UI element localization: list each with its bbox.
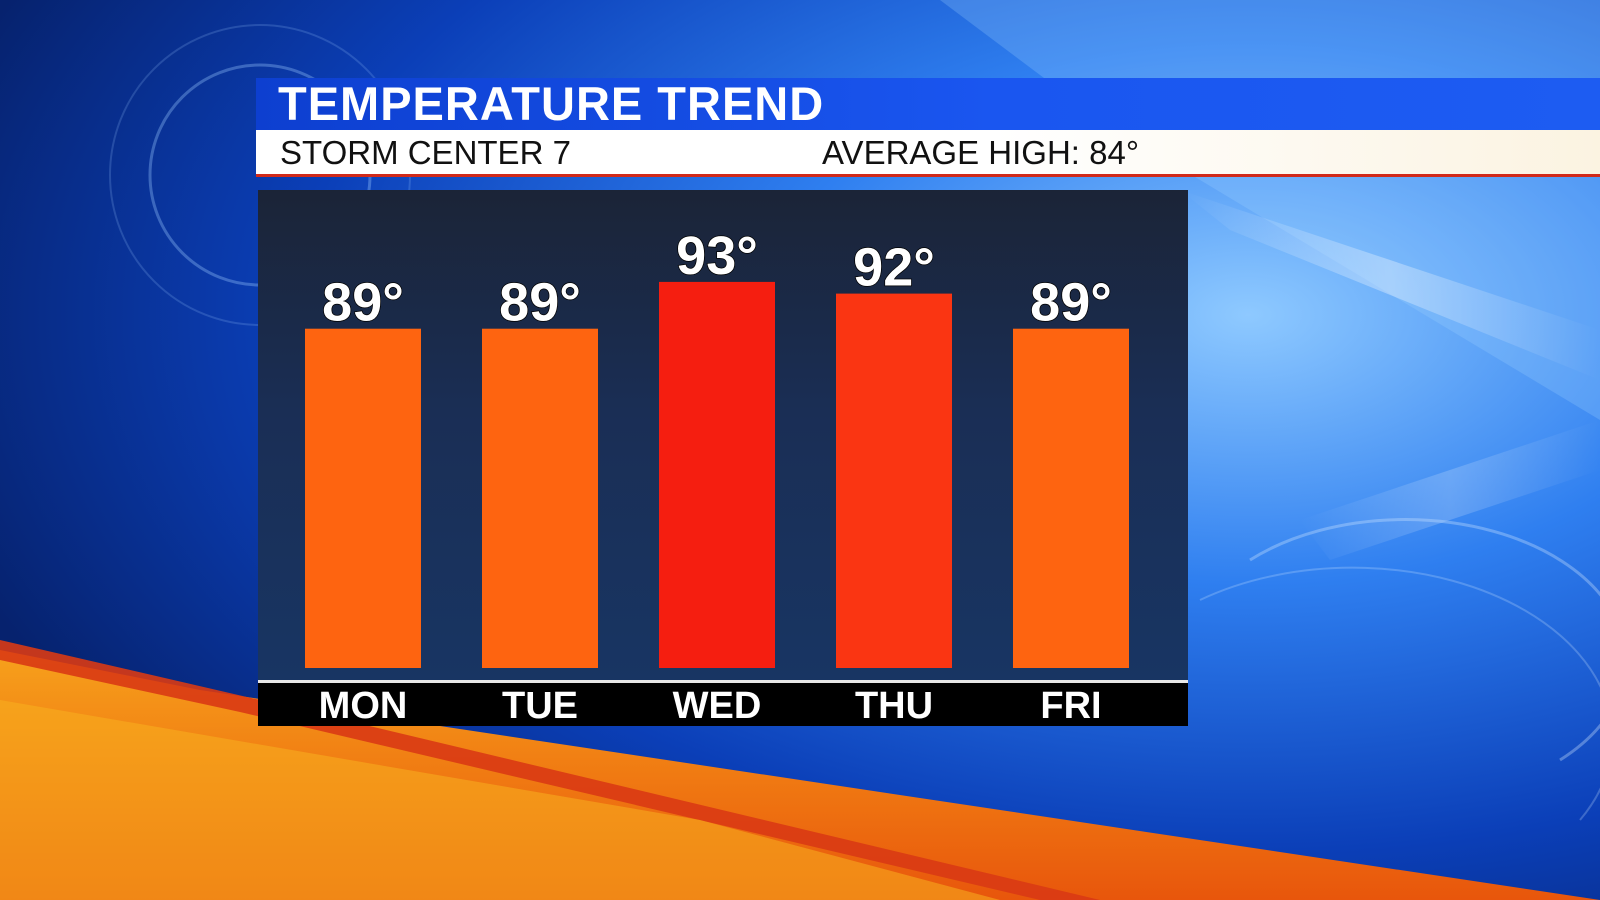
tick-label-fri: FRI — [1040, 685, 1101, 727]
tick-label-tue: TUE — [502, 685, 578, 727]
value-label-tue: 89° — [499, 273, 581, 333]
subtitle-bar — [256, 130, 1600, 177]
value-label-wed: 93° — [676, 226, 758, 286]
value-label-mon: 89° — [322, 273, 404, 333]
station-name: STORM CENTER 7 — [280, 134, 571, 171]
tick-label-wed: WED — [673, 685, 762, 727]
value-label-thu: 92° — [853, 238, 935, 298]
average-high: AVERAGE HIGH: 84° — [822, 133, 1139, 173]
title-bar — [256, 78, 1600, 130]
average-high-label: AVERAGE HIGH: — [822, 134, 1080, 171]
bar-thu — [836, 293, 952, 668]
bar-fri — [1013, 328, 1129, 668]
value-label-fri: 89° — [1030, 273, 1112, 333]
tick-label-mon: MON — [319, 685, 408, 727]
chart-title: TEMPERATURE TREND — [278, 77, 825, 130]
bar-mon — [305, 328, 421, 668]
tick-label-thu: THU — [855, 685, 933, 727]
bar-tue — [482, 328, 598, 668]
average-high-value: 84° — [1089, 134, 1140, 171]
x-axis-strip — [258, 680, 1188, 726]
bar-wed — [659, 281, 775, 668]
